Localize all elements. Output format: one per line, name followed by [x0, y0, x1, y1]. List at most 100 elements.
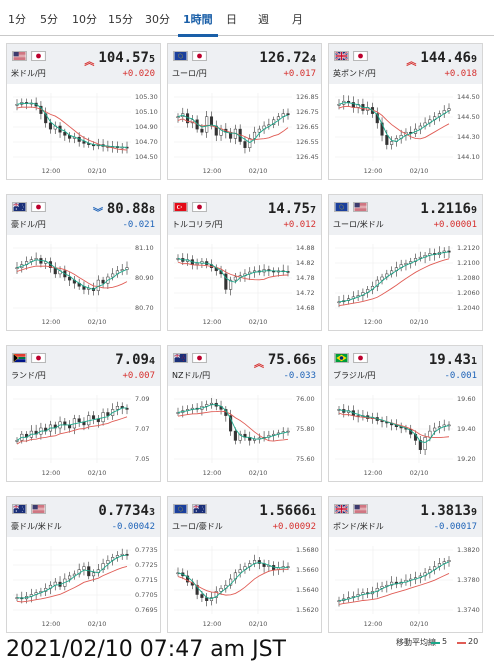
pair-name: 米ドル/円 [11, 69, 46, 78]
price-last-digit: 9 [470, 205, 477, 216]
tab-8[interactable]: 月 [292, 13, 303, 26]
pair-name: NZドル/円 [172, 371, 211, 380]
candle-body [101, 279, 105, 284]
x-tick-label: 02/10 [249, 620, 268, 628]
pair-name: ユーロ/米ドル [333, 220, 384, 229]
rate-card-euraud[interactable]: ユーロ/豪ドル 1.56661 +0.00092 1.5680 1.5660 1.5640… [167, 496, 322, 633]
double-up-arrow-icon: ︽ [84, 57, 95, 68]
rate-card-usdjpy[interactable]: 米ドル/円 104.575 ︽ +0.020 105.30 105.10 104.90 104… [6, 43, 161, 180]
y-tick-label: 0.7725 [135, 561, 158, 569]
candle-body [433, 427, 437, 432]
candle-body [257, 560, 261, 564]
price-main: 1.5666 [259, 503, 310, 519]
y-tick-label: 0.7715 [135, 576, 158, 584]
y-tick-label: 1.2120 [457, 244, 480, 252]
card-header: ユーロ/円 126.724 +0.017 [168, 44, 321, 84]
double-up-arrow-icon: ︽ [406, 57, 417, 68]
rate-card-eurusd[interactable]: ユーロ/米ドル 1.21169 +0.00001 1.2120 1.2100 1.2080… [328, 194, 483, 331]
jp-flag-icon [31, 51, 46, 61]
ma5-line [177, 562, 289, 600]
change-value: +0.020 [122, 69, 155, 79]
rate-card-audusd[interactable]: 豪ドル/米ドル 0.77343 -0.00042 0.7735 0.7725 0.7715… [6, 496, 161, 633]
rate-card-zarjpy[interactable]: ランド/円 7.094 +0.007 7.09 7.07 7.05 12:00 02/10 [6, 345, 161, 482]
tab-0[interactable]: 1分 [8, 13, 26, 26]
tab-5[interactable]: 1時間 [178, 11, 218, 37]
candle-body [63, 421, 67, 426]
jp-flag-icon [31, 353, 46, 363]
y-tick-label: 126.45 [296, 153, 319, 161]
tab-3[interactable]: 15分 [108, 13, 133, 26]
y-tick-label: 0.7705 [135, 591, 158, 599]
tab-2[interactable]: 10分 [72, 13, 97, 26]
ma5-line [177, 404, 289, 440]
eu-flag-icon [173, 51, 188, 61]
card-header: トルコリラ/円 14.757 +0.012 [168, 195, 321, 235]
us-flag-icon [12, 51, 27, 61]
mini-chart: 1.3820 1.3780 1.3740 12:00 02/10 [335, 546, 480, 628]
y-tick-label: 105.30 [135, 93, 158, 101]
candle-body [68, 575, 72, 580]
change-value: -0.033 [283, 371, 316, 381]
candle-body [224, 273, 228, 290]
change-value: +0.007 [122, 371, 155, 381]
price-last-digit: 4 [309, 54, 316, 65]
price-main: 0.7734 [98, 503, 149, 519]
x-tick-label: 02/10 [410, 318, 429, 326]
rate-card-gbpjpy[interactable]: 英ポンド/円 144.469 ︽ +0.018 144.50 144.50 144.30 14… [328, 43, 483, 180]
price-main: 14.75 [267, 201, 310, 217]
candle-body [15, 440, 19, 442]
rate-card-eurjpy[interactable]: ユーロ/円 126.724 +0.017 126.85 126.75 126.65 126.… [167, 43, 322, 180]
price-last-digit: 9 [470, 507, 477, 518]
rate-card-brljpy[interactable]: ブラジル/円 19.431 -0.001 19.60 19.40 19.20 12:00 02… [328, 345, 483, 482]
change-value: +0.017 [283, 69, 316, 79]
price-main: 126.72 [259, 50, 310, 66]
price-last-digit: 9 [470, 54, 477, 65]
ma20-line [16, 106, 128, 151]
candle-body [380, 276, 384, 281]
mini-chart: 76.00 75.80 75.60 12:00 02/10 [174, 395, 315, 477]
ma20-line [177, 261, 289, 281]
candle-body [106, 560, 110, 564]
candle-body [385, 135, 389, 145]
ma5-line [16, 554, 128, 599]
ma20-line [177, 118, 289, 141]
y-tick-label: 80.70 [135, 304, 154, 312]
y-tick-label: 0.7695 [135, 606, 158, 614]
mini-chart: 126.85 126.75 126.65 126.55 126.45 12:00 02/10 [174, 93, 319, 175]
tab-6[interactable]: 日 [226, 13, 237, 26]
timeframe-tabs: 1分 5分 10分 15分 30分 1時間日 週 月 [0, 0, 494, 37]
y-tick-label: 126.55 [296, 138, 319, 146]
y-tick-label: 105.10 [135, 108, 158, 116]
pair-name: ランド/円 [11, 371, 46, 380]
candle-body [447, 108, 451, 111]
pair-name: ユーロ/円 [172, 69, 207, 78]
y-tick-label: 126.65 [296, 123, 319, 131]
candle-body [82, 566, 86, 570]
y-tick-label: 144.10 [457, 153, 480, 161]
candle-body [200, 128, 204, 133]
x-tick-label: 02/10 [88, 620, 107, 628]
pair-name: ブラジル/円 [333, 371, 376, 380]
tab-7[interactable]: 週 [258, 13, 269, 26]
candle-body [115, 406, 119, 410]
candle-body [233, 430, 237, 441]
rate-card-gbpusd[interactable]: ポンド/米ドル 1.38139 -0.00017 1.3820 1.3780 1.3740… [328, 496, 483, 633]
candle-body [418, 256, 422, 259]
candle-body [447, 560, 451, 562]
rate-card-tryjpy[interactable]: トルコリラ/円 14.757 +0.012 14.88 14.82 14.78 14.72 1… [167, 194, 322, 331]
candle-body [243, 141, 247, 148]
mini-chart: 1.5680 1.5660 1.5640 1.5620 12:00 02/10 [174, 546, 319, 628]
price: 0.77343 [98, 503, 155, 519]
candle-body [195, 263, 199, 265]
legend-ma5-label: 5 [442, 637, 448, 646]
price-last-digit: 3 [148, 507, 155, 518]
us-flag-icon [353, 202, 368, 212]
candle-body [205, 116, 209, 133]
candle-body [380, 122, 384, 136]
tab-4[interactable]: 30分 [145, 13, 170, 26]
rate-card-nzdjpy[interactable]: NZドル/円 75.665 ︽ -0.033 76.00 75.80 75.60 12:00 0… [167, 345, 322, 482]
rate-card-audjpy[interactable]: 豪ドル/円 80.888 ︾ -0.021 81.10 80.90 80.70 12:00 02… [6, 194, 161, 331]
tab-1[interactable]: 5分 [40, 13, 58, 26]
y-tick-label: 126.85 [296, 93, 319, 101]
candle-body [68, 424, 72, 429]
